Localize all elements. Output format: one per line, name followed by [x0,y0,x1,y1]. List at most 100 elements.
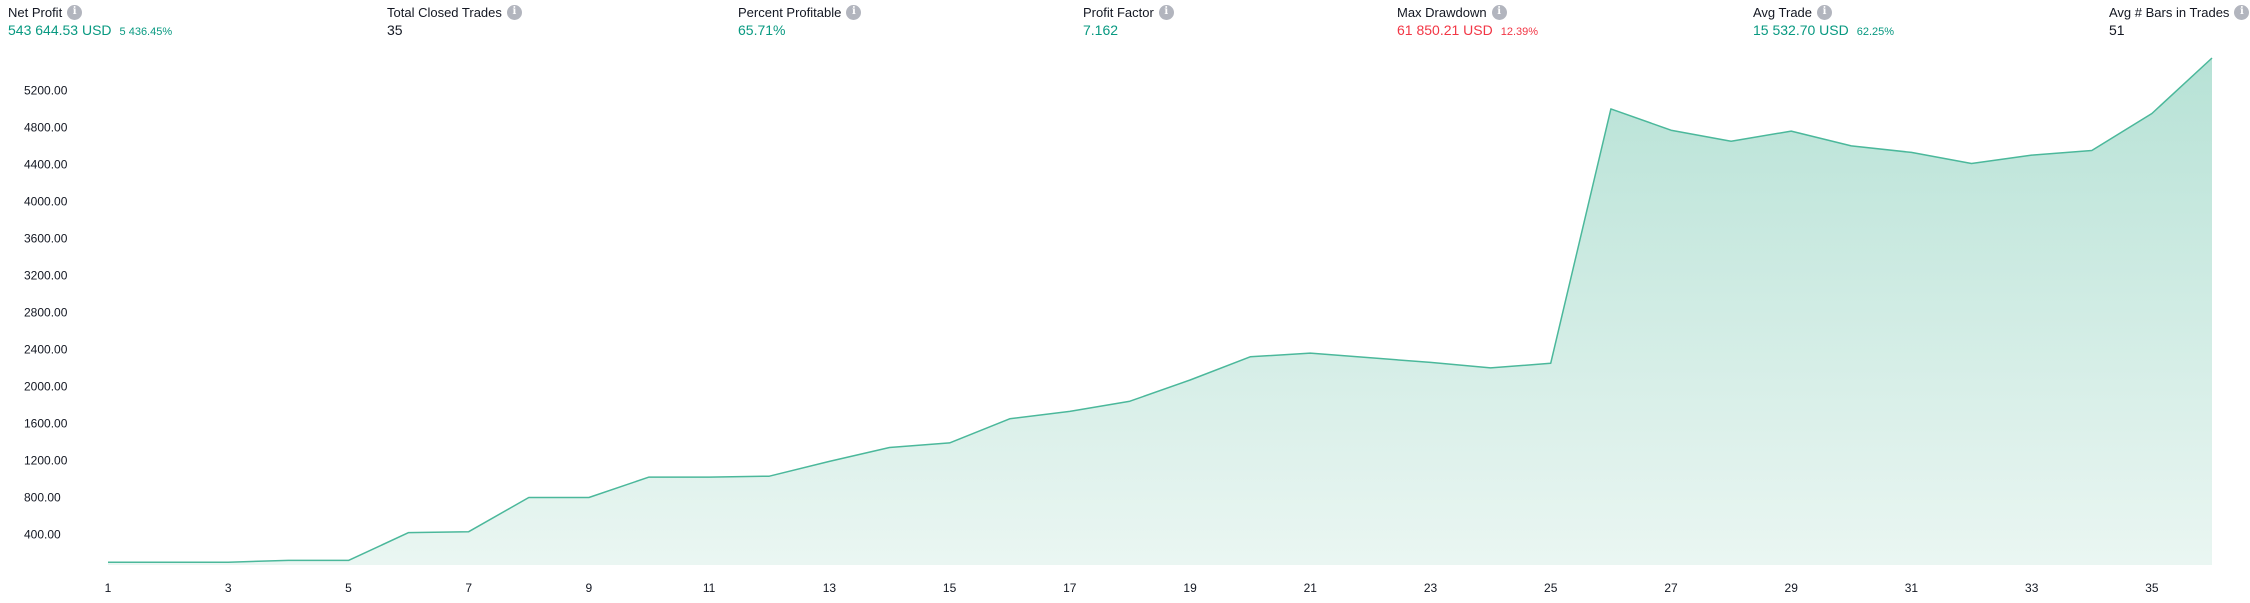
data-point-11[interactable] [707,475,711,479]
x-tick-label: 23 [1424,581,1438,595]
info-icon[interactable]: i [1817,4,1833,20]
data-point-19[interactable] [1188,378,1192,382]
data-point-29[interactable] [1789,129,1793,133]
metric-value: 65.71% [738,22,786,38]
data-point-20[interactable] [1248,355,1252,359]
equity-line [108,57,2213,563]
metric-avg-bars-in-trades: Avg # Bars in Trades i 51 [2109,2,2250,42]
x-tick-label: 9 [586,581,593,595]
info-icon[interactable]: i [1158,4,1174,20]
equity-curve-chart[interactable]: 400.00 800.00 1200.00 1600.00 2000.00 2400.00… [0,50,2250,603]
info-icon[interactable]: i [506,4,522,20]
metric-percent: 5 436.45% [119,26,173,38]
metric-value: 15 532.70 USD [1753,22,1849,38]
data-point-7[interactable] [467,530,471,534]
data-point-3[interactable] [226,560,230,564]
info-icon[interactable]: i [67,4,83,20]
data-point-21[interactable] [1308,351,1312,355]
metric-label: Avg Trade [1753,4,1813,20]
data-point-23[interactable] [1429,360,1433,364]
x-tick-label: 33 [2025,581,2039,595]
metric-value: 51 [2109,22,2125,38]
metric-value: 543 644.53 USD [8,22,112,38]
y-tick-label: 3600.00 [24,231,68,245]
metric-label: Net Profit [8,4,63,20]
data-point-35[interactable] [2150,112,2154,116]
x-axis: 1 3 5 7 9 11 13 15 17 19 21 23 25 27 29 31 33 35 [105,581,2159,595]
x-tick-label: 5 [345,581,352,595]
metric-percent-profitable: Percent Profitable i 65.71% [738,2,862,42]
data-point-16[interactable] [1008,417,1012,421]
x-tick-label: 7 [465,581,472,595]
data-point-4[interactable] [286,558,290,562]
metric-profit-factor: Profit Factor i 7.162 [1083,2,1174,42]
x-tick-label: 13 [823,581,837,595]
x-tick-label: 27 [1664,581,1678,595]
y-tick-label: 1200.00 [24,454,68,468]
data-point-9[interactable] [587,496,591,500]
y-tick-label: 800.00 [24,491,61,505]
data-point-14[interactable] [888,446,892,450]
data-point-12[interactable] [767,474,771,478]
data-point-26[interactable] [1609,107,1613,111]
x-tick-label: 3 [225,581,232,595]
data-point-17[interactable] [1068,409,1072,413]
data-point-27[interactable] [1669,128,1673,132]
data-point-33[interactable] [2030,153,2034,157]
y-tick-label: 400.00 [24,528,61,542]
x-tick-label: 1 [105,581,112,595]
y-tick-label: 4400.00 [24,157,68,171]
x-tick-label: 35 [2145,581,2159,595]
y-tick-label: 3200.00 [24,268,68,282]
data-point-15[interactable] [948,441,952,445]
data-point-28[interactable] [1729,139,1733,143]
data-point-13[interactable] [827,459,831,463]
data-point-10[interactable] [647,475,651,479]
info-icon[interactable]: i [1491,4,1507,20]
metric-label: Profit Factor [1083,4,1154,20]
x-tick-label: 21 [1304,581,1318,595]
y-tick-label: 5200.00 [24,83,68,97]
x-tick-label: 29 [1785,581,1799,595]
data-point-1[interactable] [106,560,110,564]
x-tick-label: 11 [703,581,716,595]
data-point-30[interactable] [1849,144,1853,148]
x-tick-label: 25 [1544,581,1558,595]
metric-percent: 62.25% [1856,26,1895,38]
metric-total-closed-trades: Total Closed Trades i 35 [387,2,522,42]
metric-value: 61 850.21 USD [1397,22,1493,38]
metric-percent: 12.39% [1500,26,1539,38]
y-tick-label: 2000.00 [24,379,68,393]
y-axis: 400.00 800.00 1200.00 1600.00 2000.00 2400.00… [24,83,68,541]
x-tick-label: 31 [1905,581,1919,595]
y-tick-label: 2800.00 [24,305,68,319]
y-tick-label: 2400.00 [24,342,68,356]
data-point-34[interactable] [2090,149,2094,153]
data-point-31[interactable] [1909,150,1913,154]
metric-label: Max Drawdown [1397,4,1487,20]
metric-label: Avg # Bars in Trades [2109,4,2230,20]
info-icon[interactable]: i [846,4,862,20]
data-point-2[interactable] [166,560,170,564]
data-point-25[interactable] [1549,361,1553,365]
performance-summary-bar: Net Profit i 543 644.53 USD 5 436.45% To… [0,0,2250,50]
y-tick-label: 4000.00 [24,194,68,208]
info-icon[interactable]: i [2234,4,2250,20]
y-tick-label: 4800.00 [24,120,68,134]
x-tick-label: 19 [1183,581,1197,595]
metric-label: Total Closed Trades [387,4,502,20]
data-point-6[interactable] [407,531,411,535]
metric-value: 7.162 [1083,22,1119,38]
data-point-5[interactable] [347,558,351,562]
metric-max-drawdown: Max Drawdown i 61 850.21 USD 12.39% [1397,2,1538,42]
data-point-8[interactable] [527,496,531,500]
data-point-24[interactable] [1489,366,1493,370]
data-point-32[interactable] [1970,162,1974,166]
data-point-22[interactable] [1368,356,1372,360]
data-point-36[interactable] [2210,56,2214,60]
x-tick-label: 15 [943,581,957,595]
equity-area [108,58,2212,565]
x-tick-label: 17 [1063,581,1077,595]
metric-avg-trade: Avg Trade i 15 532.70 USD 62.25% [1753,2,1894,42]
data-point-18[interactable] [1128,399,1132,403]
